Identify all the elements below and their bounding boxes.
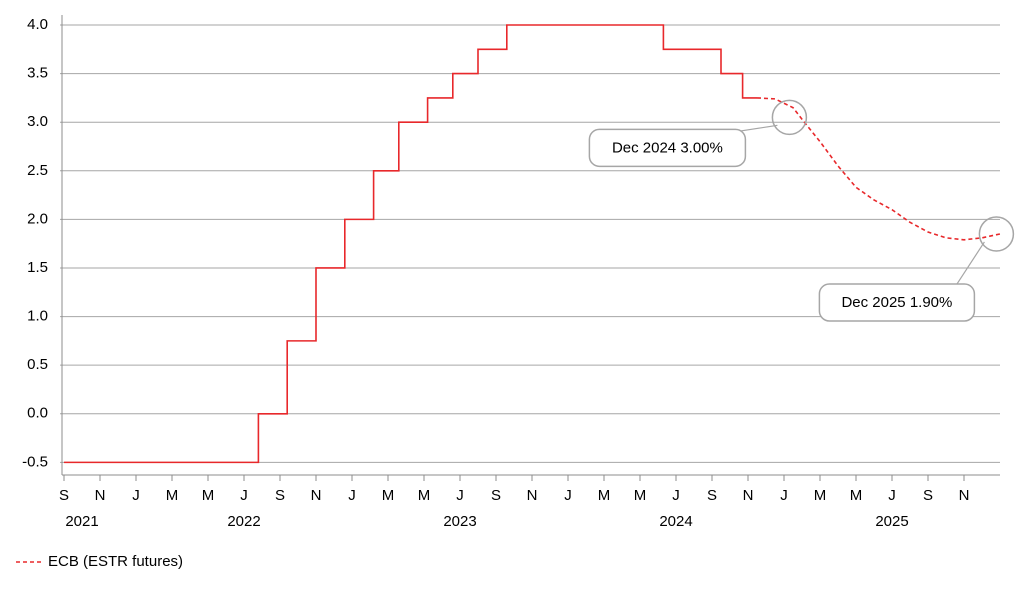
x-tick-label: N	[527, 487, 538, 504]
x-tick-label: M	[418, 487, 431, 504]
year-label: 2022	[227, 513, 260, 530]
y-tick-label: 0.5	[27, 356, 48, 373]
annotation-text: Dec 2024 3.00%	[612, 139, 723, 156]
x-tick-label: N	[743, 487, 754, 504]
x-tick-label: S	[59, 487, 69, 504]
x-tick-label: M	[202, 487, 215, 504]
x-tick-label: M	[814, 487, 827, 504]
x-tick-label: J	[132, 487, 140, 504]
x-tick-label: S	[923, 487, 933, 504]
x-tick-label: M	[598, 487, 611, 504]
x-tick-label: M	[850, 487, 863, 504]
y-tick-label: 2.0	[27, 210, 48, 227]
y-tick-label: -0.5	[22, 453, 48, 470]
x-tick-label: M	[382, 487, 395, 504]
year-label: 2024	[659, 513, 692, 530]
year-label: 2021	[65, 513, 98, 530]
annotation-marker	[978, 216, 1015, 252]
y-tick-label: 3.0	[27, 113, 48, 130]
x-tick-label: N	[959, 487, 970, 504]
year-label: 2023	[443, 513, 476, 530]
series-line	[756, 97, 1001, 241]
y-tick-label: 1.0	[27, 308, 48, 325]
annotation-box	[588, 128, 747, 168]
y-tick-label: 1.5	[27, 259, 48, 276]
legend-label: ECB (ESTR futures)	[48, 553, 183, 570]
x-tick-label: N	[311, 487, 322, 504]
annotation-box	[818, 283, 976, 322]
annotation-marker	[771, 99, 808, 136]
x-tick-label: J	[564, 487, 572, 504]
annotation-text: Dec 2025 1.90%	[841, 294, 952, 311]
x-tick-label: J	[456, 487, 464, 504]
y-tick-label: 4.0	[27, 16, 48, 33]
x-tick-label: M	[634, 487, 647, 504]
y-tick-label: 3.5	[27, 65, 48, 82]
x-tick-label: J	[672, 487, 680, 504]
x-tick-label: M	[166, 487, 179, 504]
x-tick-label: J	[888, 487, 896, 504]
y-tick-label: 0.0	[27, 405, 48, 422]
y-tick-label: 2.5	[27, 162, 48, 179]
annotation-leader	[953, 241, 985, 289]
x-tick-label: S	[491, 487, 501, 504]
x-tick-label: J	[780, 487, 788, 504]
x-tick-label: N	[95, 487, 106, 504]
series-line	[64, 24, 757, 464]
year-label: 2025	[875, 513, 908, 530]
x-tick-label: J	[240, 487, 248, 504]
x-tick-label: S	[275, 487, 285, 504]
x-tick-label: S	[707, 487, 717, 504]
x-tick-label: J	[348, 487, 356, 504]
